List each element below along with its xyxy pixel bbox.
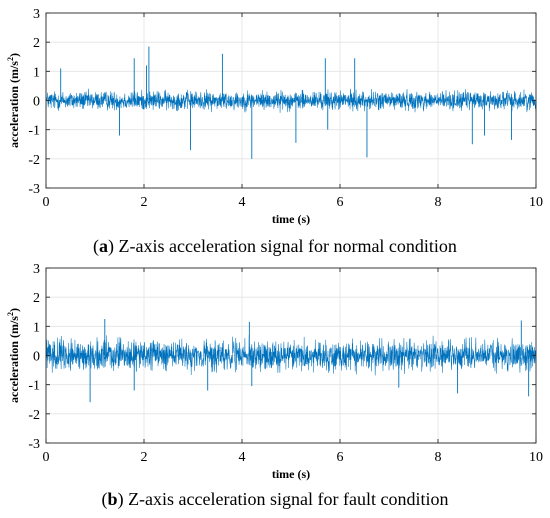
y-tick-label: 0 <box>33 95 40 110</box>
caption-a-letter: a <box>99 236 109 256</box>
x-tick-label: 10 <box>529 195 543 210</box>
x-tick-label: 2 <box>141 450 148 465</box>
x-tick-label: 6 <box>337 450 344 465</box>
chart-b: 0 2 4 6 8 10 -3 -2 -1 0 1 2 3 time (s) acceleration (m… <box>6 262 543 481</box>
caption-b: (b) Z-axis acceleration signal for fault… <box>101 489 449 509</box>
x-tick-label: 2 <box>141 195 148 210</box>
x-tick-label: 0 <box>43 450 50 465</box>
x-tick-label: 4 <box>239 195 246 210</box>
series-line <box>45 88 537 113</box>
y-tick-label: 1 <box>33 65 40 80</box>
y-tick-label: 2 <box>33 291 40 306</box>
x-axis-label: time (s) <box>272 467 310 481</box>
chart-a: 0 2 4 6 8 10 -3 -2 -1 0 1 2 3 time (s) acceleration (m… <box>6 7 543 226</box>
y-tick-label: -1 <box>28 379 40 394</box>
y-tick-label: 0 <box>33 350 40 365</box>
y-tick-label: -3 <box>28 182 40 197</box>
y-tick-label: 2 <box>33 36 40 51</box>
x-axis-label: time (s) <box>272 212 310 226</box>
x-tick-label: 0 <box>43 195 50 210</box>
x-tick-label: 4 <box>239 450 246 465</box>
caption-a: (a) Z-axis acceleration signal for norma… <box>93 236 457 256</box>
y-tick-label: 1 <box>33 320 40 335</box>
x-tick-label: 8 <box>435 450 442 465</box>
caption-b-letter: b <box>107 489 118 509</box>
y-tick-label: -3 <box>28 437 40 452</box>
y-tick-label: 3 <box>33 262 40 277</box>
caption-a-text: Z-axis acceleration signal for normal co… <box>118 236 457 256</box>
y-axis-label: acceleration (m/s2) <box>6 53 21 148</box>
x-tick-label: 8 <box>435 195 442 210</box>
y-tick-label: -2 <box>28 408 40 423</box>
caption-b-text: Z-axis acceleration signal for fault con… <box>128 489 449 509</box>
x-tick-label: 6 <box>337 195 344 210</box>
series-line <box>45 335 537 376</box>
x-tick-label: 10 <box>529 450 543 465</box>
y-tick-label: -2 <box>28 153 40 168</box>
y-axis-label: acceleration (m/s2) <box>6 308 21 403</box>
y-tick-label: -1 <box>28 124 40 139</box>
y-tick-label: 3 <box>33 7 40 22</box>
